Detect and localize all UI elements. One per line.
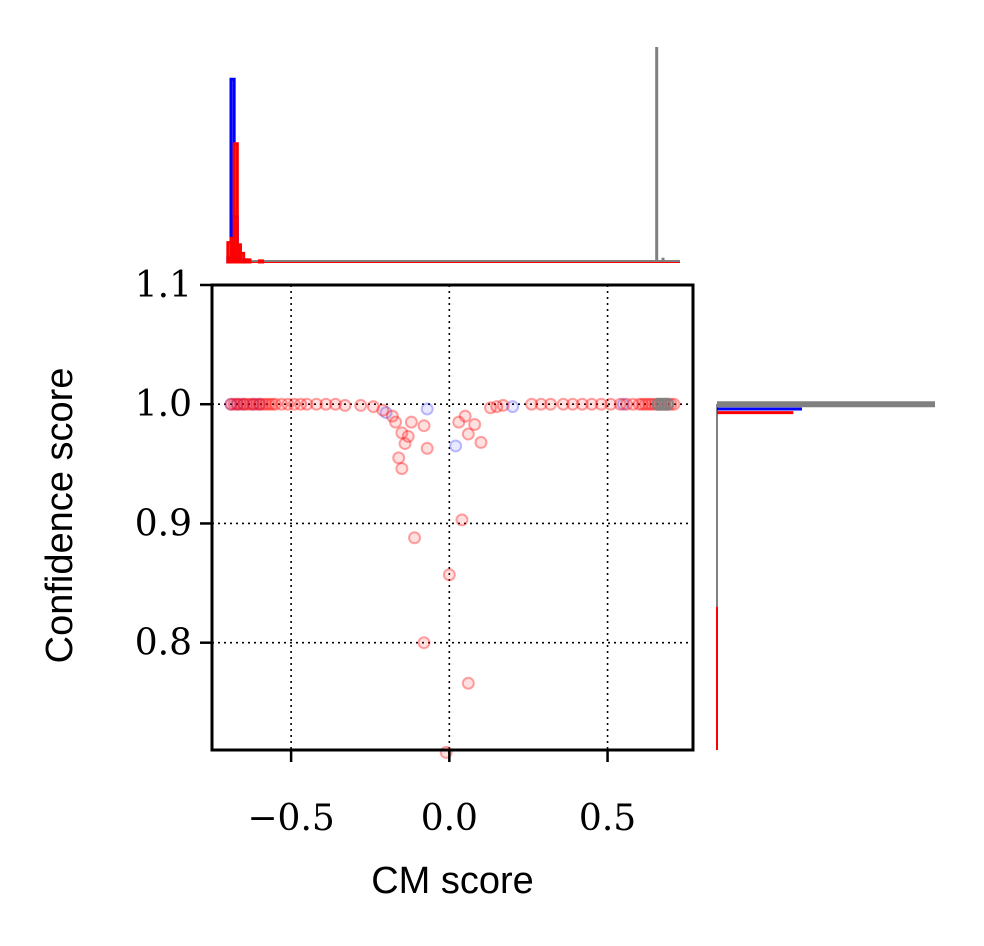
scatter-point-red bbox=[458, 409, 472, 423]
scatter-point-red bbox=[468, 418, 482, 431]
scatter-point-red bbox=[230, 397, 244, 411]
scatter-point-red bbox=[613, 397, 627, 411]
scatter-point-red bbox=[227, 397, 241, 411]
scatter-point-red bbox=[483, 401, 497, 415]
scatter-point-red bbox=[626, 397, 640, 411]
scatter-point-blue bbox=[420, 402, 434, 416]
scatter-point-red bbox=[328, 397, 342, 411]
top-hist-bar-gray bbox=[661, 257, 665, 262]
scatter-point-red bbox=[259, 397, 273, 411]
scatter-point-red bbox=[417, 419, 431, 433]
scatter-point-red bbox=[392, 451, 406, 465]
scatter-point-red bbox=[544, 397, 558, 411]
x-axis-label: CM score bbox=[371, 860, 534, 902]
scatter-point-red bbox=[455, 513, 469, 527]
scatter-point-red bbox=[452, 415, 466, 429]
scatter-point-red bbox=[395, 462, 409, 476]
scatter-point-red bbox=[417, 636, 431, 650]
x-tick-label: 0.5 bbox=[579, 798, 636, 839]
scatter-point-red bbox=[319, 397, 333, 411]
scatter-point-red bbox=[385, 409, 399, 423]
scatter-point-red bbox=[635, 397, 649, 411]
scatter-point-red bbox=[474, 435, 488, 449]
scatter-point-red bbox=[398, 437, 412, 451]
scatter-point-red bbox=[632, 397, 646, 411]
scatter-point-red bbox=[265, 397, 279, 411]
scatter-point-red bbox=[256, 397, 270, 411]
scatter-point-blue bbox=[379, 406, 393, 420]
axis-ticks: −0.5 0.0 0.5 0.8 0.9 1.0 1.1 bbox=[135, 265, 636, 839]
top-marginal-histogram bbox=[226, 47, 680, 264]
scatter-point-red bbox=[639, 397, 653, 411]
scatter-point-red bbox=[408, 531, 422, 545]
scatter-point-red bbox=[240, 397, 254, 411]
scatter-point-red bbox=[496, 398, 510, 412]
top-hist-bar-gray bbox=[655, 47, 659, 262]
y-tick-label: 1.1 bbox=[135, 265, 192, 306]
top-hist-bar-red bbox=[245, 258, 252, 264]
scatter-point-red bbox=[376, 403, 390, 417]
y-tick-label: 0.8 bbox=[135, 623, 192, 664]
scatter-points bbox=[224, 397, 681, 759]
scatter-point-red bbox=[233, 397, 247, 411]
scatter-point-red bbox=[525, 397, 539, 411]
top-hist-bar-red bbox=[238, 251, 246, 264]
scatter-point-red bbox=[442, 568, 456, 582]
scatter-point-blue bbox=[252, 397, 266, 411]
scatter-point-red bbox=[395, 426, 409, 440]
x-tick-label: −0.5 bbox=[247, 798, 334, 839]
scatter-point-red bbox=[287, 397, 301, 411]
scatter-point-red bbox=[224, 397, 238, 411]
x-tick-label: 0.0 bbox=[421, 798, 478, 839]
scatter-point-red bbox=[294, 397, 308, 411]
scatter-point-red bbox=[420, 441, 434, 455]
scatter-point-red bbox=[366, 400, 380, 414]
scatter-point-blue bbox=[224, 397, 238, 411]
scatter-point-red bbox=[556, 397, 570, 411]
scatter-point-blue bbox=[237, 397, 251, 411]
right-marginal-histogram bbox=[716, 401, 935, 750]
scatter-point-red bbox=[389, 415, 403, 429]
scatter-point-red bbox=[275, 397, 289, 411]
scatter-point-red bbox=[575, 397, 589, 411]
scatter-point-red bbox=[594, 397, 608, 411]
scatter-point-red bbox=[237, 397, 251, 411]
scatter-point-red bbox=[338, 398, 352, 412]
scatter-point-blue bbox=[246, 397, 260, 411]
scatter-point-red bbox=[262, 397, 276, 411]
scatter-point-red bbox=[246, 397, 260, 411]
scatter-point-red bbox=[534, 397, 548, 411]
scatter-point-red bbox=[404, 415, 418, 429]
scatter-point-red bbox=[490, 400, 504, 414]
scatter-point-blue bbox=[230, 397, 244, 411]
y-tick-label: 1.0 bbox=[135, 384, 192, 425]
scatter-point-red bbox=[252, 397, 266, 411]
scatter-point-blue bbox=[506, 400, 520, 414]
plot-frame bbox=[210, 283, 695, 752]
y-tick-label: 0.9 bbox=[135, 503, 192, 544]
scatter-point-red bbox=[461, 427, 475, 441]
scatter-point-gray bbox=[661, 397, 675, 411]
scatter-point-red bbox=[300, 397, 314, 411]
scatter-point-red bbox=[620, 397, 634, 411]
scatter-point-red bbox=[268, 397, 282, 411]
grid-lines bbox=[212, 284, 693, 750]
scatter-point-red bbox=[354, 398, 368, 412]
top-hist-bar-red bbox=[257, 259, 265, 264]
scatter-point-red bbox=[249, 397, 263, 411]
top-hist-bar-red bbox=[232, 142, 239, 264]
scatter-point-red bbox=[566, 397, 580, 411]
scatter-point-red bbox=[281, 397, 295, 411]
scatter-point-red bbox=[309, 397, 323, 411]
y-axis-label: Confidence score bbox=[39, 368, 81, 664]
scatter-point-red bbox=[243, 397, 257, 411]
scatter-point-red bbox=[461, 676, 475, 690]
scatter-point-red bbox=[642, 397, 656, 411]
scatter-point-red bbox=[585, 397, 599, 411]
scatter-point-blue bbox=[616, 397, 630, 411]
scatter-point-blue bbox=[449, 439, 463, 453]
scatter-point-red bbox=[604, 397, 618, 411]
scatter-point-red bbox=[401, 429, 415, 443]
